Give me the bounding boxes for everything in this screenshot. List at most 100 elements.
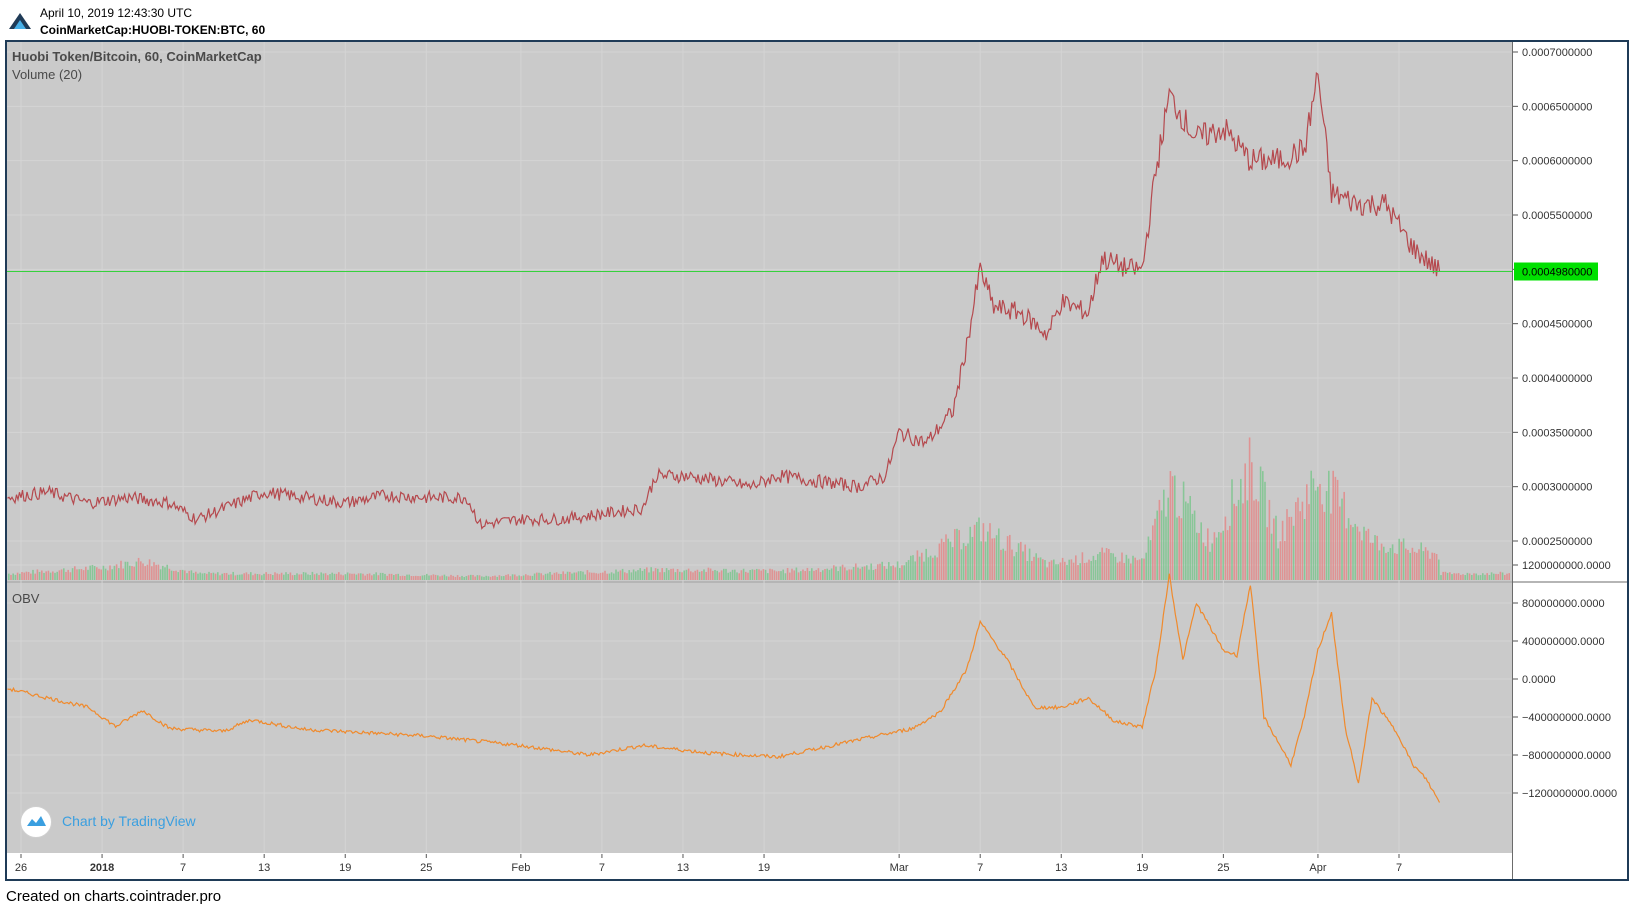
volume-bar — [1336, 479, 1339, 580]
volume-bar — [217, 572, 219, 580]
volume-bar — [1435, 553, 1438, 580]
volume-bar — [1358, 531, 1361, 580]
volume-bar — [1132, 555, 1134, 580]
volume-bar — [30, 573, 32, 580]
volume-bar — [632, 569, 635, 580]
volume-bar — [668, 570, 670, 580]
volume-bar — [170, 570, 173, 580]
volume-bar — [806, 567, 809, 580]
price-tick-label: 0.0003500000 — [1522, 427, 1592, 439]
volume-bar — [483, 576, 485, 580]
volume-bar — [1332, 470, 1334, 580]
volume-bar — [212, 572, 215, 580]
volume-bar — [250, 572, 252, 580]
volume-bar — [879, 563, 881, 580]
volume-bar — [874, 568, 877, 580]
volume-bar — [940, 538, 943, 580]
volume-bar — [1079, 563, 1081, 580]
volume-bar — [1262, 471, 1264, 580]
volume-bar — [265, 572, 267, 580]
time-tick-label: 13 — [1055, 862, 1067, 874]
volume-bar — [1266, 527, 1268, 580]
obv-pane[interactable] — [7, 583, 1512, 853]
volume-bar — [1484, 574, 1486, 580]
volume-bar — [918, 556, 921, 580]
volume-bar — [1281, 520, 1284, 580]
volume-bar — [1055, 564, 1057, 580]
volume-bar — [465, 576, 468, 580]
volume-bar — [1383, 546, 1385, 580]
volume-bar — [591, 572, 593, 580]
volume-bar — [683, 570, 685, 580]
volume-bar — [1273, 518, 1275, 580]
volume-bar — [481, 576, 483, 580]
volume-bar — [813, 570, 815, 580]
volume-bar — [1471, 574, 1473, 580]
volume-bar — [1123, 562, 1125, 580]
volume-bar — [124, 561, 127, 580]
volume-bar — [23, 572, 25, 580]
volume-bar — [272, 575, 274, 580]
volume-bar — [472, 574, 474, 580]
volume-bar — [927, 557, 930, 580]
last-price-label: 0.0004980000 — [1522, 267, 1592, 279]
volume-bar — [415, 575, 417, 580]
volume-bar — [1352, 527, 1354, 580]
volume-bar — [729, 571, 732, 580]
tradingview-logo-icon[interactable] — [20, 806, 52, 838]
volume-bar — [148, 559, 151, 580]
volume-bar — [230, 574, 232, 580]
volume-bar — [1207, 528, 1209, 580]
volume-bar — [1479, 575, 1482, 580]
volume-bar — [991, 538, 993, 580]
volume-bar — [78, 569, 80, 580]
price-tick-label: 0.0005500000 — [1522, 210, 1592, 222]
volume-bar — [208, 571, 210, 580]
volume-bar — [1312, 478, 1315, 580]
volume-bar — [509, 576, 512, 580]
price-axis[interactable] — [1513, 42, 1627, 879]
price-pane[interactable] — [7, 42, 1512, 581]
volume-bar — [703, 569, 705, 580]
volume-bar — [379, 572, 382, 580]
volume-bar — [426, 573, 428, 580]
volume-bar — [1449, 572, 1451, 580]
volume-bar — [291, 575, 294, 580]
volume-bar — [628, 570, 630, 580]
volume-bar — [146, 564, 149, 580]
volume-bar — [960, 549, 963, 580]
volume-bar — [815, 569, 817, 580]
volume-bar — [885, 568, 888, 580]
volume-bar — [1072, 562, 1075, 580]
volume-bar — [1200, 522, 1202, 580]
volume-bar — [621, 568, 624, 580]
volume-bar — [888, 562, 890, 580]
volume-bar — [243, 573, 245, 580]
volume-bar — [1167, 497, 1169, 580]
volume-bar — [1222, 530, 1224, 580]
volume-bar — [362, 573, 364, 580]
volume-bar — [368, 573, 371, 580]
volume-bar — [203, 573, 206, 580]
chart-header: April 10, 2019 12:43:30 UTC CoinMarketCa… — [0, 0, 1634, 40]
volume-bar — [1460, 574, 1462, 580]
time-axis[interactable] — [7, 854, 1512, 879]
volume-bar — [1198, 533, 1200, 580]
volume-bar — [1504, 574, 1506, 580]
volume-bar — [1372, 542, 1374, 580]
volume-bar — [1218, 532, 1220, 580]
volume-bar — [769, 568, 771, 580]
symbol-title: CoinMarketCap:HUOBI-TOKEN:BTC, 60 — [40, 23, 266, 37]
volume-bar — [1048, 561, 1051, 580]
volume-bar — [1187, 503, 1189, 580]
volume-bar — [718, 572, 721, 580]
volume-bar — [474, 576, 476, 580]
tradingview-link[interactable]: Chart by TradingView — [62, 813, 196, 829]
volume-bar — [916, 550, 919, 580]
volume-bar — [1176, 517, 1178, 580]
volume-bar — [1193, 510, 1196, 580]
volume-bar — [120, 560, 122, 580]
volume-bar — [1339, 506, 1341, 580]
volume-bar — [1064, 561, 1066, 580]
